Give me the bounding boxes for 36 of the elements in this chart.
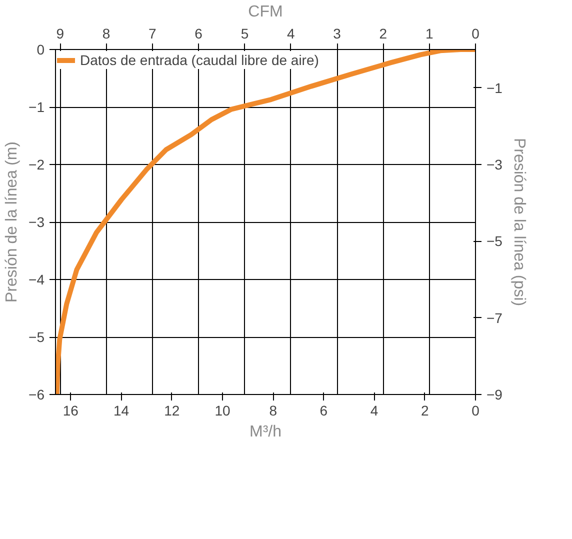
y-tick-label: −4 [28,272,45,288]
y2-axis-title: Presión de la línea (psi) [510,138,528,306]
x-tick-label: 7 [148,26,157,42]
y-tick-label: −3 [28,214,45,230]
y2-tick-label: −3 [486,156,503,172]
y2-tick-label: −7 [486,310,503,326]
y2-tick-label: −1 [486,80,503,96]
y2-tick-label: −5 [486,233,503,250]
x2-axis-title: M³/h [250,424,282,440]
x2-tick-label: 6 [320,402,328,418]
x2-tick-label: 10 [214,402,230,418]
y-tick-label: −6 [28,386,45,402]
x2-tick-label: 14 [113,402,130,418]
x-tick-label: 8 [102,26,110,42]
x2-tick-label: 4 [370,402,378,418]
x2-tick-label: 8 [269,402,278,418]
x-tick-label: 6 [194,26,203,42]
x-tick-label: 3 [333,26,342,42]
x-tick-label: 4 [286,26,295,42]
x2-tick-label: 12 [164,402,180,418]
x2-tick-label: 0 [472,402,480,418]
x-tick-label: 1 [425,26,434,42]
x-tick-label: 9 [56,26,64,42]
y-tick-label: −1 [28,99,45,115]
x-tick-label: 2 [379,26,388,42]
x-axis-title: CFM [248,4,283,20]
legend-label: Datos de entrada (caudal libre de aire) [80,52,319,68]
y-tick-label: −2 [28,156,45,172]
x-tick-label: 5 [240,26,249,42]
y-tick-label: 0 [36,42,45,58]
y2-tick-label: −9 [486,386,503,402]
x2-tick-label: 16 [62,402,79,418]
y-axis-title: Presión de la línea (m) [4,142,21,302]
x-tick-label: 0 [472,26,480,42]
x2-tick-label: 2 [421,402,430,418]
y-tick-label: −5 [28,329,45,345]
